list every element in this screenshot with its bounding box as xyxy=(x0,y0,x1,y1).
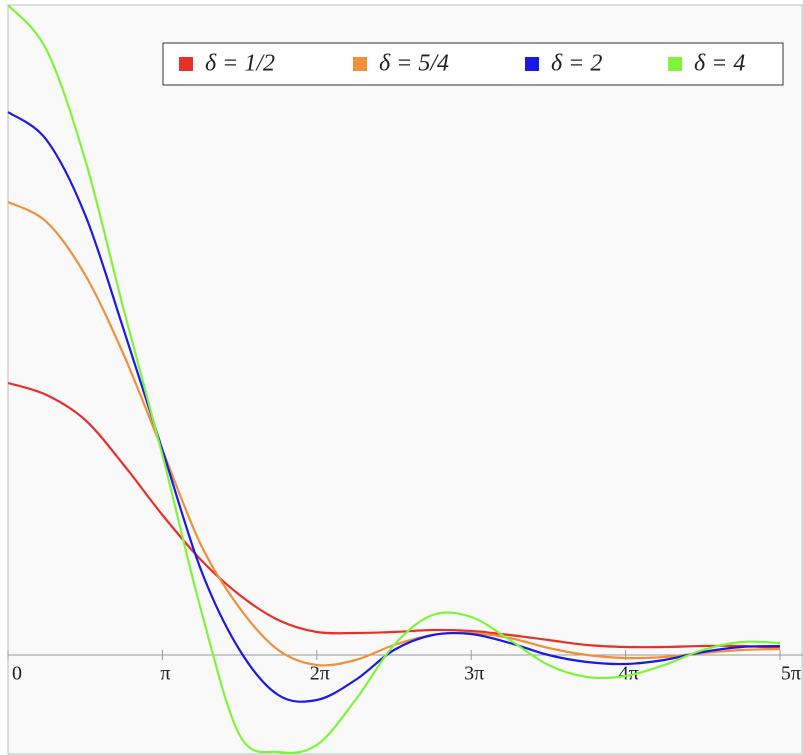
legend-swatch xyxy=(353,57,367,71)
line xyxy=(7,4,781,754)
legend-label: δ = 5/4 xyxy=(379,51,449,77)
legend-label: δ = 2 xyxy=(551,51,602,77)
line xyxy=(7,381,781,650)
legend-swatch xyxy=(668,57,682,71)
line xyxy=(7,111,781,703)
legend-swatch xyxy=(179,57,193,71)
legend: δ = 1/2 δ = 5/4 δ = 2 δ = 4 xyxy=(162,42,784,86)
x-tick-label: 3π xyxy=(464,663,484,685)
legend-swatch xyxy=(525,57,539,71)
line xyxy=(7,201,781,667)
legend-label: δ = 4 xyxy=(694,51,745,77)
x-tick-label: 5π xyxy=(781,663,801,685)
x-tick-label: 4π xyxy=(619,663,639,685)
x-tick-label: π xyxy=(160,663,170,685)
legend-label: δ = 1/2 xyxy=(205,51,275,77)
x-tick-label: 0 xyxy=(12,663,22,685)
x-tick-label: 2π xyxy=(310,663,330,685)
